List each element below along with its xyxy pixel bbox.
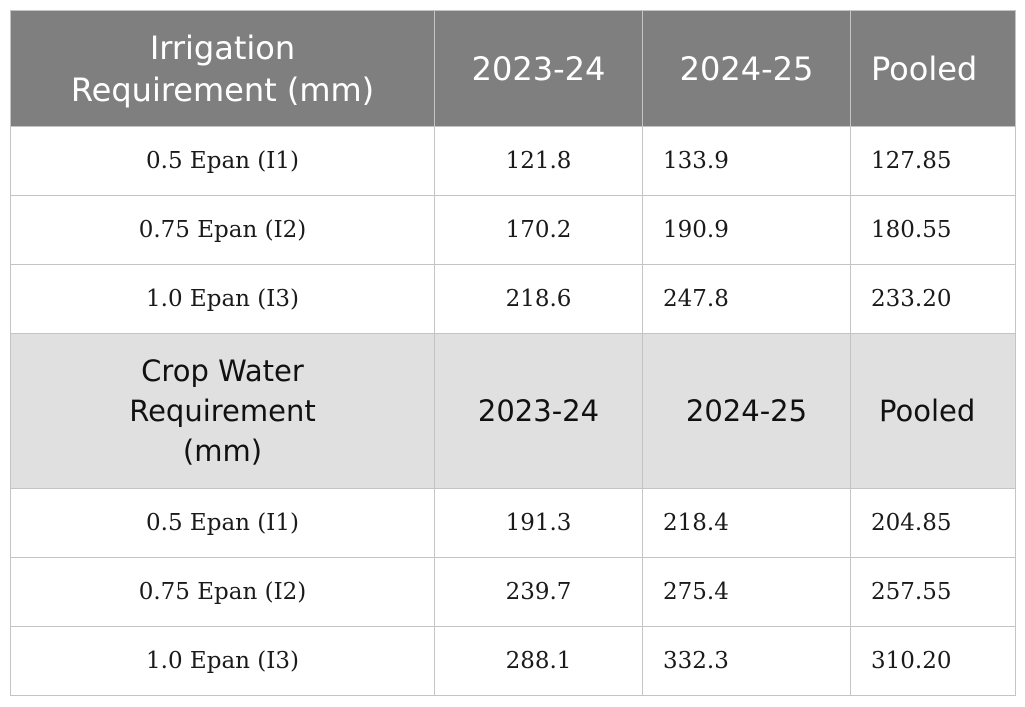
table-row: 1.0 Epan (I3) 288.1 332.3 310.20 [10, 626, 1016, 696]
cell-pooled: 310.20 [850, 626, 1016, 696]
column-header-pooled: Pooled [850, 10, 1016, 127]
column-header-pooled: Pooled [850, 333, 1016, 489]
cell-year-1: 191.3 [434, 488, 643, 558]
column-header-parameter: Irrigation Requirement (mm) [10, 10, 435, 127]
column-header-year-1: 2023-24 [434, 333, 643, 489]
cell-year-2: 275.4 [642, 557, 851, 627]
column-header-year-2: 2024-25 [642, 333, 851, 489]
header-label-line: Crop Water [141, 354, 304, 388]
cell-year-2: 247.8 [642, 264, 851, 334]
table-header-row: Irrigation Requirement (mm) 2023-24 2024… [10, 10, 1016, 127]
cell-year-1: 288.1 [434, 626, 643, 696]
cell-year-1: 218.6 [434, 264, 643, 334]
row-label: 0.5 Epan (I1) [10, 126, 435, 196]
cell-year-1: 170.2 [434, 195, 643, 265]
cell-year-1: 239.7 [434, 557, 643, 627]
data-table: Irrigation Requirement (mm) 2023-24 2024… [10, 10, 1016, 696]
row-label: 1.0 Epan (I3) [10, 626, 435, 696]
header-label-line: Requirement (mm) [70, 70, 375, 109]
table-row: 1.0 Epan (I3) 218.6 247.8 233.20 [10, 264, 1016, 334]
table-row: 0.5 Epan (I1) 121.8 133.9 127.85 [10, 126, 1016, 196]
column-header-parameter: Crop Water Requirement (mm) [10, 333, 435, 489]
cell-year-1: 121.8 [434, 126, 643, 196]
row-label: 0.75 Epan (I2) [10, 557, 435, 627]
cell-year-2: 332.3 [642, 626, 851, 696]
cell-pooled: 127.85 [850, 126, 1016, 196]
row-label: 0.75 Epan (I2) [10, 195, 435, 265]
table-row: 0.75 Epan (I2) 170.2 190.9 180.55 [10, 195, 1016, 265]
cell-year-2: 218.4 [642, 488, 851, 558]
column-header-year-2: 2024-25 [642, 10, 851, 127]
table-row: 0.5 Epan (I1) 191.3 218.4 204.85 [10, 488, 1016, 558]
row-label: 1.0 Epan (I3) [10, 264, 435, 334]
header-label-line: (mm) [182, 434, 263, 468]
cell-pooled: 257.55 [850, 557, 1016, 627]
cell-pooled: 233.20 [850, 264, 1016, 334]
cell-year-2: 190.9 [642, 195, 851, 265]
cell-year-2: 133.9 [642, 126, 851, 196]
table-subheader-row: Crop Water Requirement (mm) 2023-24 2024… [10, 333, 1016, 489]
cell-pooled: 204.85 [850, 488, 1016, 558]
cell-pooled: 180.55 [850, 195, 1016, 265]
header-label-line: Requirement [129, 394, 316, 428]
table-row: 0.75 Epan (I2) 239.7 275.4 257.55 [10, 557, 1016, 627]
row-label: 0.5 Epan (I1) [10, 488, 435, 558]
header-label-line: Irrigation [149, 28, 296, 67]
column-header-year-1: 2023-24 [434, 10, 643, 127]
